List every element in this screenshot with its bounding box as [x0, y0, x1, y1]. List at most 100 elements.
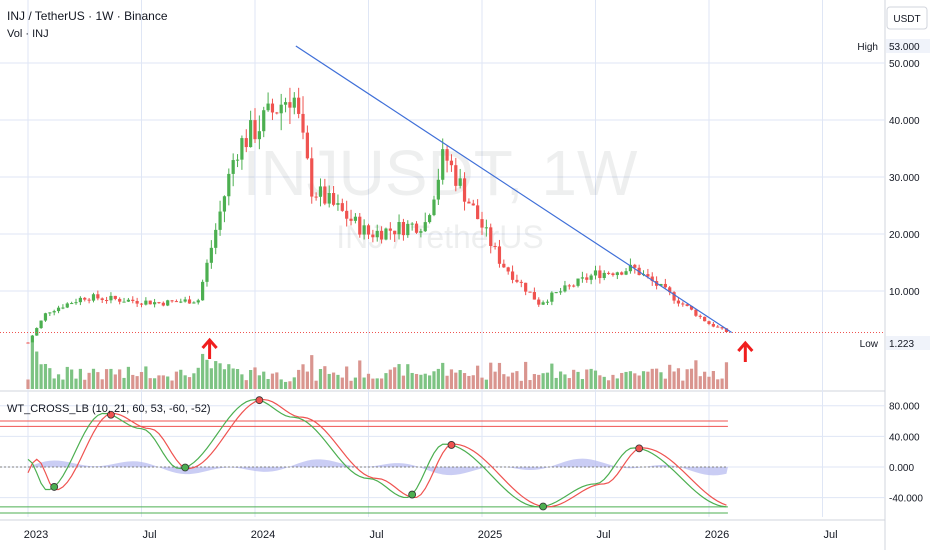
candle-body	[633, 264, 637, 268]
volume-bar	[541, 373, 545, 389]
candle-body	[196, 300, 200, 303]
candle-body	[139, 303, 144, 305]
volume-bar	[118, 369, 122, 389]
candle-body	[214, 229, 218, 248]
volume-bar	[593, 370, 598, 389]
arrow-head	[201, 337, 218, 349]
volume-bar	[585, 369, 589, 389]
volume-bar	[703, 371, 707, 389]
volume-bar	[113, 374, 117, 389]
candle-body	[436, 179, 440, 200]
candle-body	[235, 159, 240, 161]
volume-bar	[720, 378, 724, 389]
candle-body	[668, 287, 672, 293]
volume-bar	[545, 372, 550, 389]
candle-body	[489, 227, 493, 246]
candle-body	[109, 295, 113, 301]
indicator-axis-label: -40.000	[889, 494, 923, 505]
candle-body	[279, 104, 283, 114]
volume-bar	[227, 364, 231, 389]
volume-bar	[78, 368, 82, 389]
candle-body	[589, 275, 593, 280]
volume-bar	[152, 378, 157, 389]
volume-bar	[166, 376, 170, 389]
candle-body	[572, 285, 576, 287]
indicator-axis-label: 0.000	[889, 463, 914, 474]
time-axis-label: Jul	[369, 529, 383, 541]
candle-body	[681, 303, 685, 305]
volume-bar	[323, 366, 327, 389]
candle-body	[611, 273, 615, 276]
volume-bar	[122, 377, 126, 389]
candle-body	[388, 228, 392, 231]
volume-legend[interactable]: Vol · INJ	[7, 28, 49, 40]
candle-body	[449, 160, 454, 166]
volume-bar	[633, 373, 637, 389]
candle-body	[209, 247, 213, 263]
volume-bar	[419, 374, 423, 389]
volume-bar	[676, 368, 681, 389]
candle-body	[56, 307, 61, 312]
watermark-description: INJ / TetherUS	[336, 219, 543, 255]
volume-bar	[602, 376, 606, 389]
volume-bar	[510, 372, 515, 389]
candle-body	[310, 158, 314, 197]
candle-body	[174, 301, 179, 303]
volume-bar	[205, 359, 209, 389]
cross-dot	[50, 483, 59, 491]
volume-bar	[253, 367, 257, 389]
up-arrow-left	[201, 337, 218, 359]
volume-bar	[157, 375, 161, 389]
candle-body	[283, 102, 288, 105]
candle-body	[349, 218, 353, 221]
candle-body	[30, 335, 34, 343]
volume-bar	[454, 372, 458, 389]
candle-body	[218, 211, 222, 230]
candle-body	[711, 323, 715, 327]
volume-bar	[615, 378, 619, 389]
volume-bar	[655, 368, 659, 389]
high-value-box	[886, 39, 930, 53]
candle-body	[550, 292, 554, 302]
volume-bar	[318, 369, 323, 389]
volume-bar	[397, 364, 401, 389]
candle-body	[497, 246, 502, 264]
price-axis-label: 10.000	[889, 287, 920, 298]
candle-body	[144, 300, 148, 305]
candle-body	[537, 299, 541, 305]
volume-bar	[275, 372, 279, 389]
volume-bar	[375, 378, 379, 389]
volume-bar	[554, 377, 558, 389]
candle-body	[201, 281, 205, 301]
candle-body	[576, 278, 580, 286]
volume-bar	[628, 371, 633, 389]
volume-bar	[681, 380, 685, 389]
candle-body	[340, 203, 344, 211]
volume-bar	[406, 364, 410, 389]
candle-body	[297, 97, 301, 114]
candle-body	[694, 309, 698, 316]
symbol-title[interactable]: INJ / TetherUS · 1W · Binance	[7, 9, 168, 23]
volume-bar	[35, 351, 39, 389]
volume-bar	[39, 364, 43, 389]
volume-bar	[104, 369, 109, 389]
volume-bar	[214, 361, 218, 389]
volume-bar	[567, 378, 571, 389]
time-axis-label: Jul	[596, 529, 610, 541]
up-arrow-right	[737, 340, 754, 362]
candle-body	[493, 245, 497, 247]
low-value-box	[886, 336, 930, 350]
volume-bar	[240, 374, 244, 389]
volume-bar	[331, 372, 336, 389]
volume-bar	[668, 364, 672, 389]
volume-bar	[493, 371, 497, 389]
candle-body	[48, 312, 52, 314]
candle-body	[131, 299, 135, 301]
indicator-title[interactable]: WT_CROSS_LB (10, 21, 60, 53, -60, -52)	[7, 403, 211, 415]
volume-bar	[580, 379, 585, 389]
candle-body	[384, 228, 388, 240]
time-axis-label: Jul	[823, 529, 837, 541]
